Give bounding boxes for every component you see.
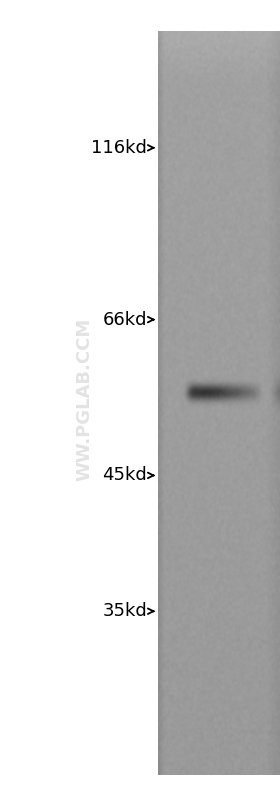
- Text: WW.PGLAB.CCM: WW.PGLAB.CCM: [75, 318, 93, 481]
- Text: 45kd: 45kd: [102, 467, 147, 484]
- Text: 116kd: 116kd: [91, 139, 147, 157]
- Text: 66kd: 66kd: [102, 311, 147, 328]
- Text: 35kd: 35kd: [102, 602, 147, 620]
